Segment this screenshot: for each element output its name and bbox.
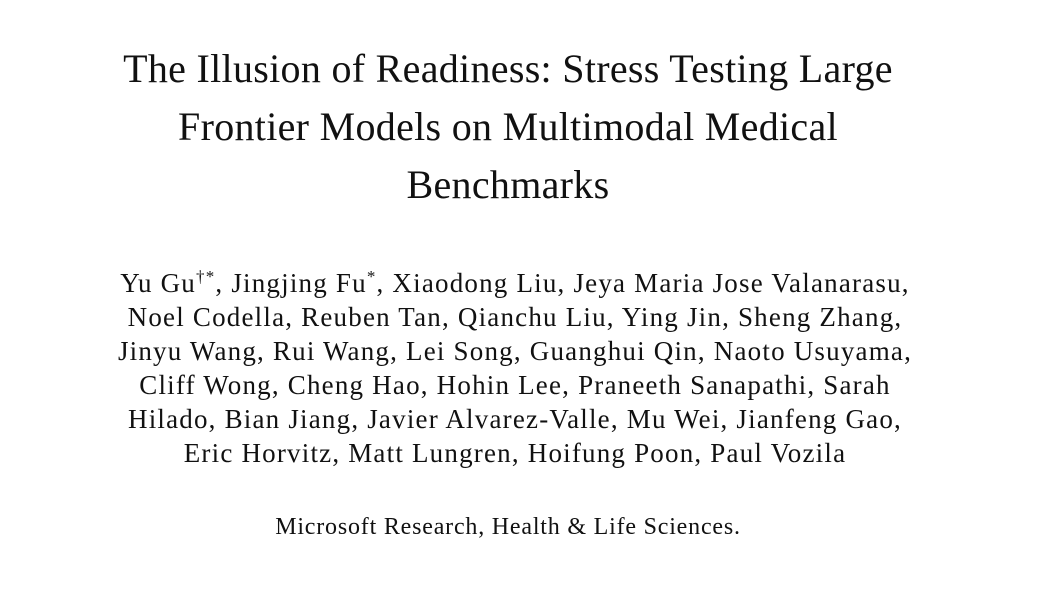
author-mark: * <box>366 267 377 286</box>
author-line: Eric Horvitz, Matt Lungren, Hoifung Poon… <box>183 438 847 468</box>
author-mark: †* <box>196 267 216 286</box>
author-name: Yu Gu <box>120 268 197 298</box>
author-name: , Jingjing Fu <box>215 268 367 298</box>
affiliation: Microsoft Research, Health & Life Scienc… <box>275 514 741 540</box>
author-line: Jinyu Wang, Rui Wang, Lei Song, Guanghui… <box>117 336 913 366</box>
author-line: Hilado, Bian Jiang, Javier Alvarez-Valle… <box>128 404 902 434</box>
title-line: Benchmarks <box>406 162 610 207</box>
author-line: Yu Gu†*, Jingjing Fu*, Xiaodong Liu, Jey… <box>0 266 1030 300</box>
author-names: , Xiaodong Liu, Jeya Maria Jose Valanara… <box>376 268 910 298</box>
title-line: Frontier Models on Multimodal Medical <box>178 104 838 149</box>
author-line: Noel Codella, Reuben Tan, Qianchu Liu, Y… <box>127 302 903 332</box>
paper-title: The Illusion of Readiness: Stress Testin… <box>0 40 1016 214</box>
author-list: Yu Gu†*, Jingjing Fu*, Xiaodong Liu, Jey… <box>0 266 1030 470</box>
author-line: Cliff Wong, Cheng Hao, Hohin Lee, Pranee… <box>139 370 891 400</box>
title-line: The Illusion of Readiness: Stress Testin… <box>123 46 893 91</box>
